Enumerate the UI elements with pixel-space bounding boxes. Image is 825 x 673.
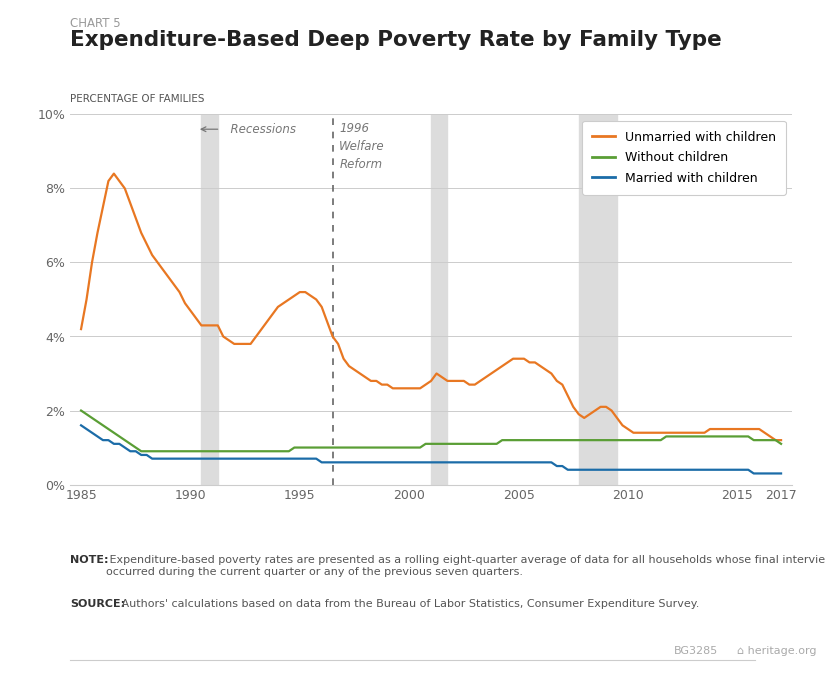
Bar [201,114,218,485]
Text: Recessions: Recessions [201,122,296,136]
Text: CHART 5: CHART 5 [70,17,120,30]
Text: SOURCE:: SOURCE: [70,599,125,609]
Bar [578,114,617,485]
Text: Authors' calculations based on data from the Bureau of Labor Statistics, Consume: Authors' calculations based on data from… [118,599,700,609]
Legend: Unmarried with children, Without children, Married with children: Unmarried with children, Without childre… [582,120,785,194]
Text: Expenditure-Based Deep Poverty Rate by Family Type: Expenditure-Based Deep Poverty Rate by F… [70,30,722,50]
Bar [431,114,447,485]
Text: ⌂ heritage.org: ⌂ heritage.org [737,646,816,656]
Text: 1996
Welfare
Reform: 1996 Welfare Reform [339,122,384,171]
Text: BG3285: BG3285 [673,646,718,656]
Text: PERCENTAGE OF FAMILIES: PERCENTAGE OF FAMILIES [70,94,205,104]
Text: NOTE:: NOTE: [70,555,109,565]
Text: Expenditure-based poverty rates are presented as a rolling eight-quarter average: Expenditure-based poverty rates are pres… [106,555,825,577]
